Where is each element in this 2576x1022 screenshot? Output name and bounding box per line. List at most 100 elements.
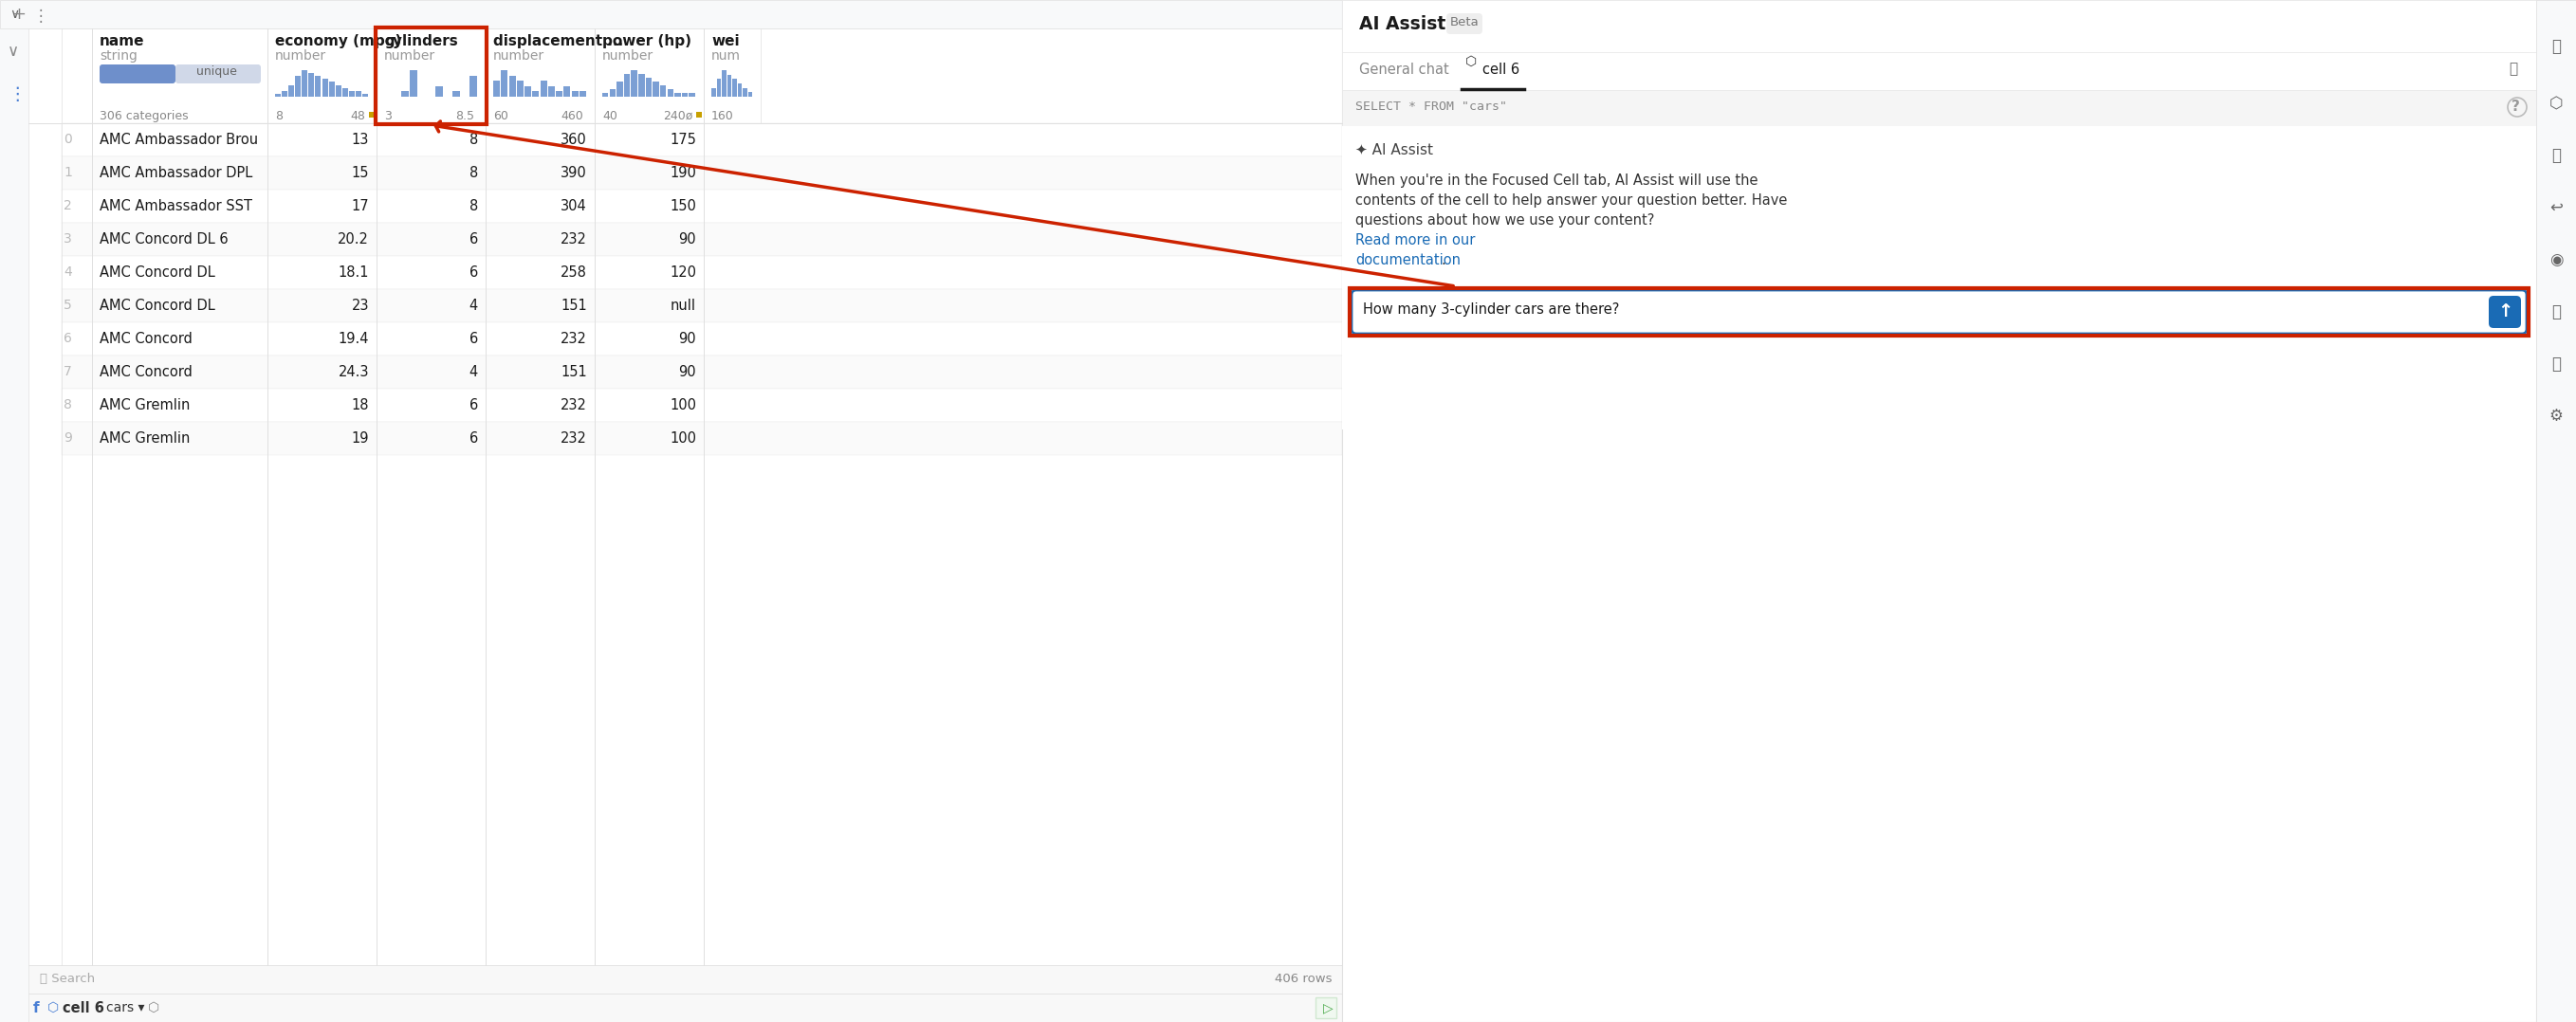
Text: 17: 17 bbox=[350, 199, 368, 214]
Text: 8: 8 bbox=[64, 399, 72, 412]
Text: power (hp): power (hp) bbox=[603, 34, 690, 48]
Text: 240ø: 240ø bbox=[662, 110, 693, 123]
Bar bbox=[580, 91, 585, 97]
Bar bbox=[314, 76, 322, 97]
Text: 8: 8 bbox=[469, 199, 479, 214]
Text: 👁: 👁 bbox=[2550, 304, 2561, 321]
Bar bbox=[343, 88, 348, 97]
Bar bbox=[93, 29, 268, 124]
Text: 60: 60 bbox=[492, 110, 507, 123]
Text: 2: 2 bbox=[64, 199, 72, 213]
Bar bbox=[368, 111, 374, 118]
Text: unique: unique bbox=[196, 65, 237, 78]
Text: 460: 460 bbox=[562, 110, 582, 123]
Text: number: number bbox=[384, 49, 435, 62]
Text: 360: 360 bbox=[562, 133, 587, 147]
Text: 6: 6 bbox=[469, 399, 479, 413]
Bar bbox=[376, 28, 487, 125]
Text: 7: 7 bbox=[64, 365, 72, 378]
Bar bbox=[572, 91, 577, 97]
Text: cell 6: cell 6 bbox=[1481, 62, 1520, 77]
Text: AI Assist: AI Assist bbox=[1360, 15, 1445, 33]
Text: 8: 8 bbox=[469, 133, 479, 147]
Bar bbox=[549, 86, 554, 97]
Text: AMC Gremlin: AMC Gremlin bbox=[100, 431, 191, 446]
Bar bbox=[652, 82, 659, 97]
Bar bbox=[623, 74, 631, 97]
Text: 90: 90 bbox=[677, 365, 696, 379]
Bar bbox=[510, 76, 515, 97]
Text: 390: 390 bbox=[562, 166, 587, 180]
Bar bbox=[268, 29, 376, 124]
Bar bbox=[556, 91, 562, 97]
Bar bbox=[62, 190, 1342, 223]
Text: string: string bbox=[100, 49, 137, 62]
Text: number: number bbox=[603, 49, 654, 62]
Bar bbox=[737, 84, 742, 97]
Text: cell 6: cell 6 bbox=[62, 1002, 103, 1016]
Bar bbox=[616, 82, 623, 97]
Text: 24.3: 24.3 bbox=[337, 365, 368, 379]
Bar bbox=[647, 78, 652, 97]
Text: 48: 48 bbox=[350, 110, 366, 123]
Bar bbox=[469, 76, 477, 97]
Text: ⬡: ⬡ bbox=[1466, 55, 1476, 68]
Bar bbox=[62, 289, 1342, 322]
Text: ∨: ∨ bbox=[8, 43, 18, 59]
Text: When you're in the Focused Cell tab, AI Assist will use the: When you're in the Focused Cell tab, AI … bbox=[1355, 174, 1757, 188]
Bar bbox=[2537, 0, 2576, 1022]
Bar bbox=[611, 89, 616, 97]
Text: questions about how we use your content?: questions about how we use your content? bbox=[1355, 214, 1654, 228]
Text: 4: 4 bbox=[64, 266, 72, 279]
Text: 🗑: 🗑 bbox=[2509, 61, 2517, 76]
Bar bbox=[1350, 288, 2530, 335]
Bar bbox=[1316, 997, 1337, 1018]
Text: 4: 4 bbox=[469, 298, 479, 313]
Bar bbox=[703, 29, 760, 124]
Bar bbox=[355, 91, 361, 97]
Bar bbox=[0, 0, 28, 1022]
FancyBboxPatch shape bbox=[1445, 13, 1481, 34]
Bar bbox=[639, 74, 644, 97]
Bar bbox=[675, 93, 680, 97]
Text: 18.1: 18.1 bbox=[337, 266, 368, 280]
Bar bbox=[402, 91, 410, 97]
FancyBboxPatch shape bbox=[2488, 295, 2522, 328]
Text: ∨: ∨ bbox=[10, 7, 18, 20]
Text: 232: 232 bbox=[562, 399, 587, 413]
Text: contents of the cell to help answer your question better. Have: contents of the cell to help answer your… bbox=[1355, 193, 1788, 207]
Bar bbox=[631, 71, 636, 97]
Text: 6: 6 bbox=[64, 332, 72, 345]
Text: 13: 13 bbox=[350, 133, 368, 147]
Text: 8.5: 8.5 bbox=[456, 110, 474, 123]
Text: 19.4: 19.4 bbox=[337, 332, 368, 346]
Text: 90: 90 bbox=[677, 232, 696, 246]
Text: displacement ...: displacement ... bbox=[492, 34, 623, 48]
Text: 151: 151 bbox=[562, 365, 587, 379]
Bar bbox=[276, 94, 281, 97]
Bar bbox=[487, 29, 595, 124]
FancyBboxPatch shape bbox=[1352, 290, 2527, 334]
Bar bbox=[62, 223, 1342, 256]
FancyBboxPatch shape bbox=[175, 64, 260, 84]
Bar bbox=[301, 71, 307, 97]
Text: AMC Ambassador SST: AMC Ambassador SST bbox=[100, 199, 252, 214]
Text: 4: 4 bbox=[469, 365, 479, 379]
Bar bbox=[363, 94, 368, 97]
Bar bbox=[376, 29, 487, 124]
Text: 18: 18 bbox=[350, 399, 368, 413]
Bar bbox=[62, 322, 1342, 356]
Text: 151: 151 bbox=[562, 298, 587, 313]
Text: 3: 3 bbox=[64, 232, 72, 245]
Text: f: f bbox=[33, 1002, 39, 1016]
Bar bbox=[335, 85, 340, 97]
Bar bbox=[541, 81, 546, 97]
Text: General chat: General chat bbox=[1360, 62, 1448, 77]
Text: 0: 0 bbox=[64, 133, 72, 146]
Text: 304: 304 bbox=[562, 199, 587, 214]
Text: AMC Ambassador Brou: AMC Ambassador Brou bbox=[100, 133, 258, 147]
Bar bbox=[500, 71, 507, 97]
Text: 🔍: 🔍 bbox=[2550, 356, 2561, 373]
Bar bbox=[1342, 52, 2537, 90]
Bar bbox=[716, 79, 721, 97]
